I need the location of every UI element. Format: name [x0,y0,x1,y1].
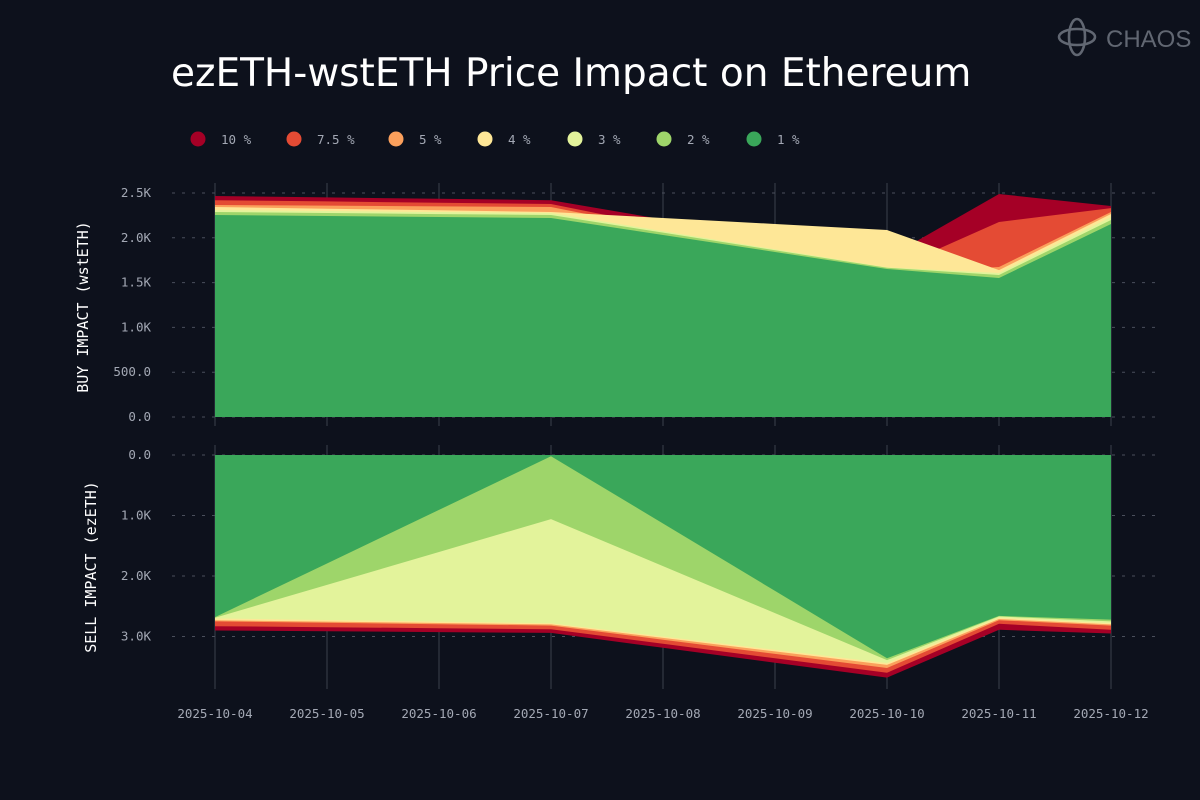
logo-text: CHAOS [1106,26,1191,53]
y-tick-label: 2.0K [121,568,152,583]
y-tick-label: 2.0K [121,230,152,245]
x-tick-label: 2025-10-08 [625,706,700,721]
buy-impact-axis-title: BUY IMPACT (wstETH) [74,221,92,393]
legend-item[interactable]: 4 % [477,131,532,148]
legend-swatch [190,131,206,147]
x-tick-label: 2025-10-12 [1073,706,1148,721]
y-tick-label: 0.0 [128,409,151,424]
legend-label: 5 % [419,132,442,147]
y-tick-label: 0.0 [128,447,151,462]
chart-title: ezETH-wstETH Price Impact on Ethereum [171,51,971,96]
x-tick-label: 2025-10-07 [513,706,588,721]
legend-item[interactable]: 7.5 % [286,131,356,148]
legend-label: 4 % [508,132,531,147]
legend-swatch [567,131,583,147]
legend-swatch [477,131,493,147]
legend: 10 % 7.5 % 5 % 4 % 3 % 2 % 1 % [190,131,801,148]
y-tick-label: 1.0K [121,319,152,334]
legend-label: 2 % [687,132,710,147]
y-tick-label: 3.0K [121,629,152,644]
legend-item[interactable]: 10 % [190,131,252,148]
y-tick-label: 500.0 [113,364,151,379]
buy-impact-areas [215,194,1111,417]
legend-swatch [746,131,762,147]
sell-impact-axis-title: SELL IMPACT (ezETH) [82,481,100,653]
legend-swatch [286,131,302,147]
area-1pct [215,215,1111,417]
legend-label: 3 % [598,132,621,147]
legend-item[interactable]: 2 % [656,131,711,148]
x-tick-label: 2025-10-06 [401,706,476,721]
x-tick-label: 2025-10-05 [289,706,364,721]
y-tick-label: 2.5K [121,185,152,200]
legend-label: 10 % [221,132,252,147]
x-tick-label: 2025-10-09 [737,706,812,721]
legend-swatch [388,131,404,147]
y-tick-label: 1.5K [121,275,152,290]
axes: 2025-10-04 2025-10-05 2025-10-06 2025-10-07… [113,185,1148,721]
logo: CHAOS [1057,17,1191,57]
x-tick-label: 2025-10-11 [961,706,1036,721]
legend-swatch [656,131,672,147]
legend-label: 7.5 % [317,132,355,147]
area-1pct [215,455,1111,659]
legend-item[interactable]: 3 % [567,131,622,148]
x-tick-label: 2025-10-04 [177,706,252,721]
chaos-logo-icon [1057,17,1097,57]
x-tick-label: 2025-10-10 [849,706,924,721]
legend-item[interactable]: 5 % [388,131,443,148]
legend-item[interactable]: 1 % [746,131,801,148]
y-tick-label: 1.0K [121,508,152,523]
legend-label: 1 % [777,132,800,147]
sell-impact-areas [215,455,1111,678]
